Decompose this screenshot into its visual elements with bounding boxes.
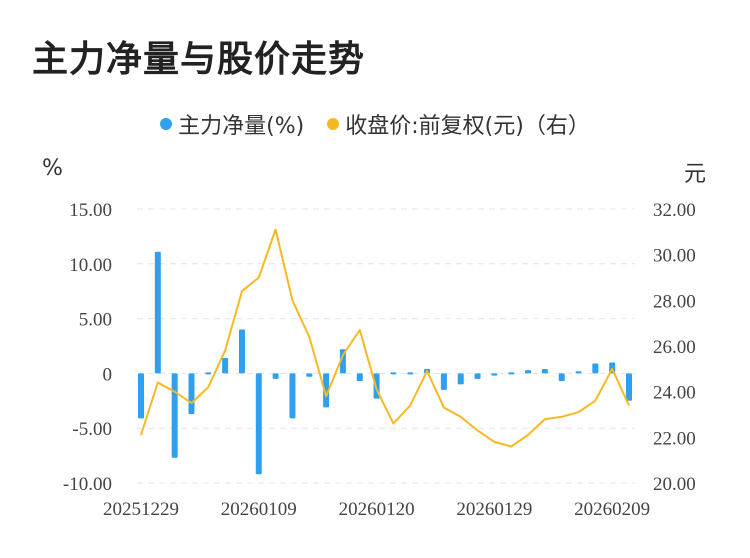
bar	[222, 358, 229, 374]
bar	[457, 373, 464, 385]
legend-dot-blue-icon	[160, 118, 173, 130]
y-left-tick-label: 10.00	[69, 255, 112, 276]
bar	[575, 371, 582, 374]
left-axis-unit: %	[42, 156, 63, 181]
x-tick-label: 20260109	[221, 499, 297, 520]
x-tick-label: 20260129	[456, 499, 532, 520]
bar	[592, 363, 599, 374]
bar	[356, 373, 363, 382]
bar	[289, 373, 296, 419]
y-left-tick-label: -10.00	[63, 474, 112, 495]
x-tick-label: 20260209	[574, 499, 650, 520]
bar	[154, 251, 161, 374]
bar	[508, 372, 515, 375]
bar	[541, 369, 548, 374]
bar	[440, 373, 447, 390]
bar	[238, 329, 245, 374]
bar	[272, 373, 279, 379]
bar	[205, 372, 212, 375]
bar	[558, 373, 565, 382]
bar	[339, 349, 346, 374]
right-axis-unit: 元	[684, 162, 707, 187]
chart-title: 主力净量与股价走势	[32, 39, 366, 80]
bar	[474, 373, 481, 379]
legend-item-close-price[interactable]: 收盘价:前复权(元)（右）	[327, 108, 590, 140]
y-right-tick-label: 32.00	[653, 200, 696, 221]
legend: 主力净量(%) 收盘价:前复权(元)（右）	[0, 108, 750, 140]
bar	[407, 372, 414, 375]
y-right-tick-label: 26.00	[653, 337, 696, 358]
y-right-tick-label: 30.00	[653, 246, 696, 267]
y-left-tick-label: -5.00	[72, 419, 112, 440]
bar	[323, 373, 330, 408]
bar	[171, 373, 178, 458]
legend-label-net-volume: 主力净量(%)	[178, 114, 305, 139]
y-left-tick-label: 15.00	[69, 200, 112, 221]
y-right-tick-label: 24.00	[653, 383, 696, 404]
x-tick-label: 20251229	[103, 499, 179, 520]
legend-label-close-price: 收盘价:前复权(元)（右）	[345, 114, 590, 139]
bar	[626, 373, 632, 401]
y-left-tick-label: 0	[103, 364, 113, 385]
legend-item-net-volume[interactable]: 主力净量(%)	[160, 108, 304, 140]
bar	[390, 372, 397, 375]
bar	[525, 370, 532, 374]
y-right-tick-label: 22.00	[653, 428, 696, 449]
y-right-tick-label: 20.00	[653, 474, 696, 495]
price-line	[140, 228, 630, 448]
legend-dot-yellow-icon	[327, 118, 340, 130]
x-tick-label: 20260120	[339, 499, 415, 520]
bar	[138, 373, 144, 419]
bar	[491, 373, 498, 376]
y-left-tick-label: 5.00	[79, 310, 112, 331]
bar	[306, 373, 313, 377]
bar	[188, 373, 195, 414]
y-right-tick-label: 28.00	[653, 291, 696, 312]
bar	[255, 373, 262, 475]
